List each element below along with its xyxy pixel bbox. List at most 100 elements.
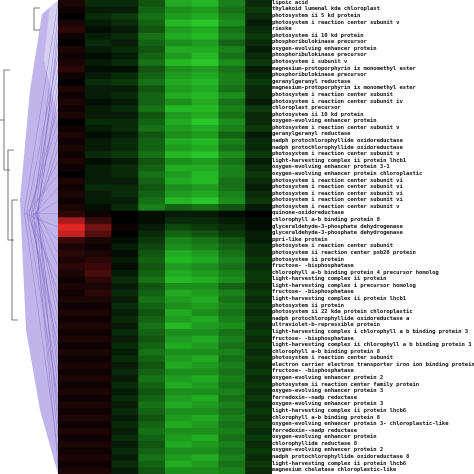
- heatmap-cell: [165, 46, 193, 53]
- heatmap-cell: [245, 6, 272, 14]
- row-label: electron carrier electron transporter ir…: [272, 361, 474, 368]
- heatmap-cell: [58, 441, 86, 448]
- dendrogram-leaf-line: [30, 213, 58, 386]
- heatmap-cell: [111, 171, 139, 179]
- heatmap-cell: [84, 230, 112, 238]
- heatmap-cell: [111, 92, 139, 100]
- heatmap-cell: [58, 125, 86, 132]
- heatmap-cell: [245, 427, 272, 435]
- dendrogram-leaf-line: [29, 213, 58, 346]
- heatmap-cell: [245, 342, 272, 350]
- row-label: photosystem ii 10 kd protein: [272, 32, 364, 39]
- heatmap-cell: [58, 230, 86, 238]
- row-label: oxygen-evolving enhancer protein chlorop…: [272, 170, 423, 177]
- heatmap-cell: [191, 230, 219, 238]
- heatmap-cell: [191, 348, 219, 356]
- heatmap-cell: [245, 204, 272, 211]
- heatmap-cell: [84, 348, 112, 356]
- heatmap-cell: [165, 39, 193, 47]
- heatmap-grid: [58, 0, 272, 474]
- heatmap-cell: [218, 388, 246, 396]
- heatmap-cell: [245, 375, 272, 383]
- heatmap-cell: [111, 39, 139, 47]
- heatmap-cell: [245, 355, 272, 363]
- row-label: nadph protochlorophyllide oxidoreductase…: [272, 454, 410, 461]
- row-label: chloroplast precursor: [272, 105, 341, 112]
- heatmap-cell: [218, 460, 246, 468]
- row-label: photosystem i reaction center subunit: [272, 355, 393, 362]
- heatmap-cell: [191, 72, 219, 80]
- heatmap-cell: [218, 111, 246, 119]
- row-label: fructose- -bisphosphatase: [272, 335, 354, 342]
- heatmap-cell: [138, 388, 166, 396]
- heatmap-cell: [218, 441, 246, 448]
- heatmap-cell: [245, 131, 272, 139]
- heatmap-cell: [191, 243, 219, 251]
- heatmap-cell: [165, 447, 193, 455]
- heatmap-cell: [58, 250, 86, 258]
- heatmap-cell: [245, 184, 272, 192]
- heatmap-cell: [84, 388, 112, 396]
- dendrogram-branch: [11, 199, 18, 321]
- row-label: light-harvesting complex ii protein lhcb…: [272, 296, 406, 303]
- heatmap-cell: [138, 460, 166, 468]
- heatmap-cell: [111, 316, 139, 323]
- heatmap-cell: [84, 460, 112, 468]
- heatmap-cell: [138, 72, 166, 80]
- heatmap-cell: [138, 79, 166, 86]
- heatmap-cell: [84, 283, 112, 290]
- heatmap-cell: [165, 204, 193, 211]
- heatmap-cell: [245, 59, 272, 67]
- heatmap-cell: [165, 381, 193, 389]
- heatmap-cell: [165, 414, 193, 422]
- heatmap-cell: [245, 177, 272, 185]
- heatmap-cell: [138, 210, 166, 218]
- dendrogram-leaf-line: [33, 213, 58, 241]
- heatmap-cell: [245, 223, 272, 231]
- heatmap-cell: [218, 342, 246, 350]
- row-label: ferredoxin--nadp reductase: [272, 394, 357, 401]
- heatmap-cell: [84, 441, 112, 448]
- heatmap-cell: [191, 355, 219, 363]
- heatmap-cell: [218, 329, 246, 337]
- heatmap-cell: [138, 230, 166, 238]
- heatmap-cell: [138, 447, 166, 455]
- heatmap-cell: [84, 447, 112, 455]
- heatmap-cell: [191, 381, 219, 389]
- heatmap-cell: [165, 375, 193, 383]
- heatmap-cell: [111, 230, 139, 238]
- heatmap-cell: [138, 217, 166, 225]
- heatmap-cell: [138, 316, 166, 323]
- heatmap-cell: [218, 316, 246, 323]
- heatmap-cell: [165, 329, 193, 337]
- heatmap-cell: [111, 65, 139, 73]
- heatmap-cell: [84, 138, 112, 146]
- heatmap-cell: [218, 250, 246, 258]
- heatmap-cell: [218, 467, 246, 474]
- heatmap-cell: [245, 39, 272, 47]
- heatmap-cell: [58, 322, 86, 330]
- row-label: rieske: [272, 26, 292, 33]
- heatmap-cell: [191, 217, 219, 225]
- row-label: photosystem i reaction center subunit vi: [272, 184, 403, 191]
- heatmap-cell: [191, 335, 219, 343]
- heatmap-cell: [111, 256, 139, 264]
- heatmap-cell: [218, 414, 246, 422]
- heatmap-cell: [138, 414, 166, 422]
- dendrogram-leaf-line: [36, 134, 58, 214]
- heatmap-cell: [111, 342, 139, 350]
- heatmap-cell: [84, 454, 112, 462]
- row-label: light-harvesting complex ii protein lhcb…: [272, 407, 406, 414]
- heatmap-cell: [218, 335, 246, 343]
- heatmap-cell: [58, 296, 86, 304]
- heatmap-cell: [218, 59, 246, 67]
- heatmap-cell: [245, 296, 272, 304]
- heatmap-cell: [191, 131, 219, 139]
- heatmap-cell: [245, 395, 272, 402]
- heatmap-cell: [245, 243, 272, 251]
- heatmap-cell: [138, 65, 166, 73]
- heatmap-cell: [191, 237, 219, 244]
- heatmap-cell: [58, 46, 86, 53]
- row-label: chlorophyll a-b binding protein 8: [272, 348, 380, 355]
- heatmap-cell: [111, 158, 139, 165]
